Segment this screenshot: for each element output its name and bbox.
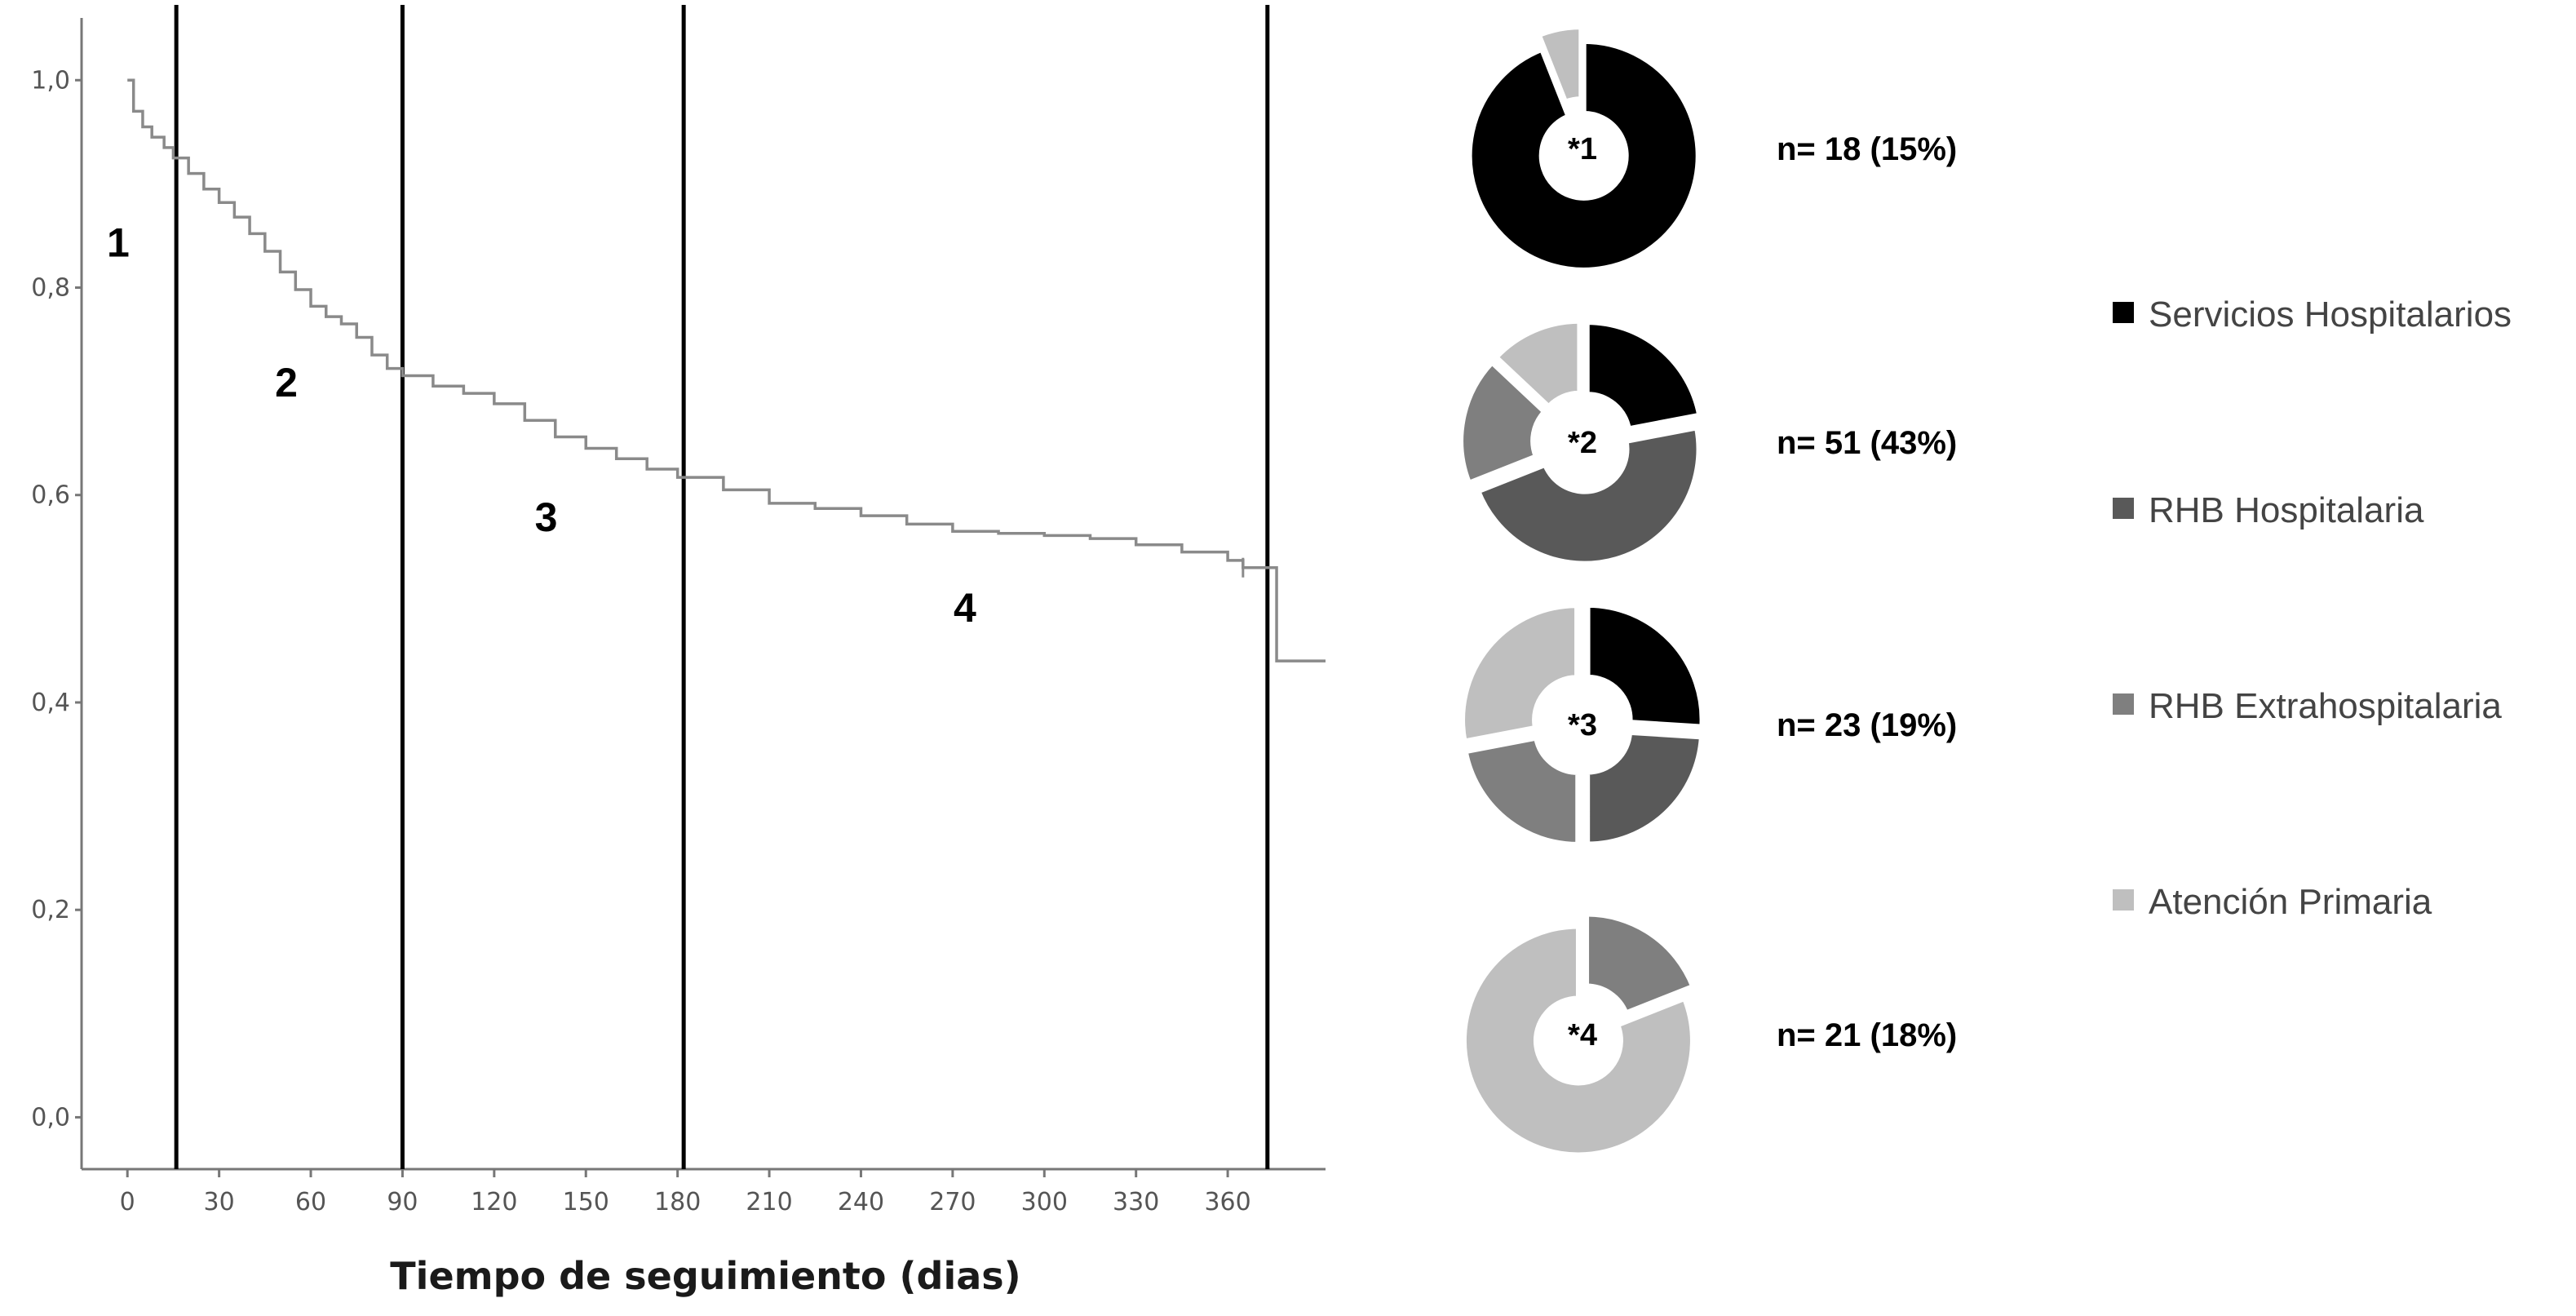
donut-slice	[1584, 911, 1697, 1017]
legend-swatch	[2113, 498, 2134, 519]
x-tick-label: 60	[295, 1188, 326, 1216]
chart-legend: Servicios Hospitalarios RHB Hospitalaria R…	[2113, 295, 2512, 922]
x-tick-label: 240	[838, 1188, 884, 1216]
x-axis-ticks: 0 30 60 90 120 150 180 210 240 270 300 330 360	[120, 1169, 1251, 1216]
legend-swatch	[2113, 302, 2134, 323]
legend-swatch	[2113, 693, 2134, 715]
legend-label: RHB Hospitalaria	[2149, 490, 2424, 530]
period-label: 2	[275, 360, 298, 405]
y-tick-label: 0,6	[31, 481, 70, 510]
y-tick-label: 1,0	[31, 66, 70, 95]
y-tick-label: 0,4	[31, 689, 70, 717]
period-label: 1	[107, 219, 130, 265]
donut-slice	[1463, 735, 1581, 847]
donut-slice	[1585, 729, 1705, 847]
donut-slice	[1467, 38, 1701, 273]
y-tick-label: 0,2	[31, 896, 70, 924]
x-tick-label: 180	[654, 1188, 701, 1216]
x-tick-label: 360	[1204, 1188, 1250, 1216]
period-label: 3	[535, 494, 558, 540]
donut-n-label: n= 21 (18%)	[1777, 1017, 1957, 1053]
x-tick-label: 210	[746, 1188, 792, 1216]
survival-curve	[127, 78, 1326, 662]
period-labels: 1 2 3 4	[107, 219, 976, 630]
x-tick-label: 270	[929, 1188, 976, 1216]
x-tick-label: 300	[1021, 1188, 1068, 1216]
x-tick-label: 30	[204, 1188, 235, 1216]
legend-swatch	[2113, 889, 2134, 911]
donut-center-label: *2	[1568, 426, 1597, 460]
legend-label: RHB Extrahospitalaria	[2149, 686, 2502, 726]
legend-label: Servicios Hospitalarios	[2149, 295, 2512, 335]
donut-center-label: *4	[1568, 1018, 1597, 1052]
donut-center-label: *3	[1568, 708, 1597, 742]
y-axis-ticks: 0,0 0,2 0,4 0,6 0,8 1,0	[31, 66, 82, 1132]
survival-step-line	[127, 78, 1326, 662]
donut-slice	[1458, 359, 1548, 486]
x-tick-label: 120	[471, 1188, 517, 1216]
x-tick-label: 0	[120, 1188, 135, 1216]
period-donut-charts: *1 n= 18 (15%) *2 n= 51 (43%) *3 n= 23 (19%) *…	[1458, 24, 1957, 1158]
x-tick-label: 150	[563, 1188, 609, 1216]
donut-n-label: n= 51 (43%)	[1777, 425, 1957, 461]
donut-center-label: *1	[1568, 132, 1597, 166]
legend-label: Atención Primaria	[2149, 882, 2432, 922]
donut-n-label: n= 18 (15%)	[1777, 131, 1957, 167]
x-tick-label: 90	[387, 1188, 418, 1216]
period-divider-lines	[174, 5, 1270, 1169]
donut-slice	[1475, 424, 1702, 566]
donut-slice	[1585, 602, 1705, 729]
kaplan-meier-plot: 0,00,20,40,60,81,0 0 30 60 90 120 150 180 210 24…	[31, 5, 1326, 1298]
period-label: 4	[954, 585, 976, 631]
donut-slice	[1493, 318, 1582, 410]
x-axis-title: Tiempo de seguimiento (dias)	[390, 1254, 1020, 1298]
donut-slice	[1462, 924, 1695, 1158]
donut-slice	[1584, 320, 1702, 432]
y-tick-label: 0,8	[31, 274, 70, 303]
x-tick-label: 330	[1113, 1188, 1159, 1216]
donut-n-label: n= 23 (19%)	[1777, 707, 1957, 743]
y-tick-label: 0,0	[31, 1103, 70, 1132]
donut-slice	[1460, 603, 1580, 745]
donut-slice	[1535, 24, 1584, 105]
